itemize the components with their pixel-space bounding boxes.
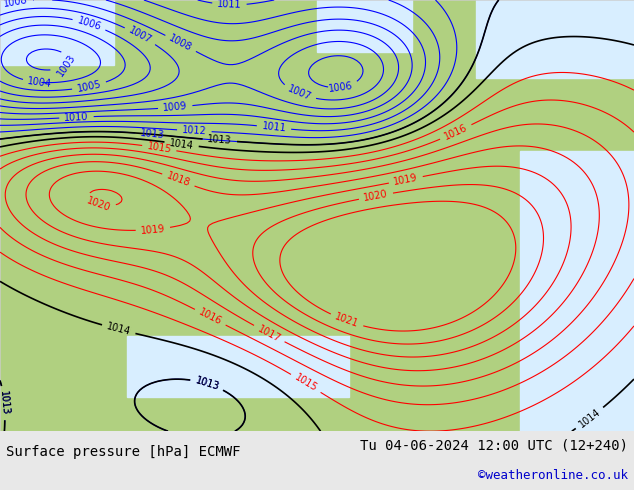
Text: 1014: 1014 (577, 407, 602, 430)
Text: 1016: 1016 (197, 307, 223, 327)
Polygon shape (520, 151, 634, 431)
Text: 1013: 1013 (0, 391, 10, 416)
Text: 1014: 1014 (106, 321, 132, 337)
Text: 1006: 1006 (328, 81, 354, 94)
Text: Surface pressure [hPa] ECMWF: Surface pressure [hPa] ECMWF (6, 445, 241, 459)
Text: 1015: 1015 (146, 141, 172, 155)
Text: 1020: 1020 (86, 196, 112, 213)
Text: 1016: 1016 (443, 122, 469, 142)
Text: 1013: 1013 (139, 128, 165, 141)
Text: 1010: 1010 (64, 112, 89, 123)
Text: 1020: 1020 (363, 189, 389, 203)
Text: 1015: 1015 (293, 372, 319, 394)
Text: 1019: 1019 (140, 223, 165, 236)
Text: 1013: 1013 (194, 375, 220, 392)
Text: 1006: 1006 (76, 16, 103, 32)
Text: 1013: 1013 (194, 375, 220, 392)
Text: 1009: 1009 (162, 101, 188, 113)
Text: 1011: 1011 (217, 0, 242, 10)
Text: 1013: 1013 (207, 134, 233, 146)
Text: 1008: 1008 (167, 33, 194, 53)
Text: 1007: 1007 (286, 84, 313, 103)
Text: 1008: 1008 (3, 0, 29, 9)
Text: 1017: 1017 (256, 323, 283, 344)
Text: 1021: 1021 (333, 312, 360, 330)
Text: 1013: 1013 (0, 391, 10, 416)
Polygon shape (476, 0, 634, 77)
Text: 1004: 1004 (27, 76, 53, 89)
Polygon shape (317, 0, 412, 52)
Text: Tu 04-06-2024 12:00 UTC (12+240): Tu 04-06-2024 12:00 UTC (12+240) (359, 439, 628, 453)
Polygon shape (127, 336, 349, 397)
Text: 1005: 1005 (76, 79, 102, 94)
Text: ©weatheronline.co.uk: ©weatheronline.co.uk (477, 469, 628, 482)
Polygon shape (0, 0, 114, 65)
Text: 1011: 1011 (261, 121, 287, 134)
Text: 1003: 1003 (56, 52, 78, 78)
Text: 1007: 1007 (127, 25, 153, 46)
Text: 1018: 1018 (165, 171, 191, 189)
Text: 1019: 1019 (393, 172, 419, 187)
Text: 1012: 1012 (182, 125, 207, 137)
Text: 1014: 1014 (169, 138, 195, 151)
